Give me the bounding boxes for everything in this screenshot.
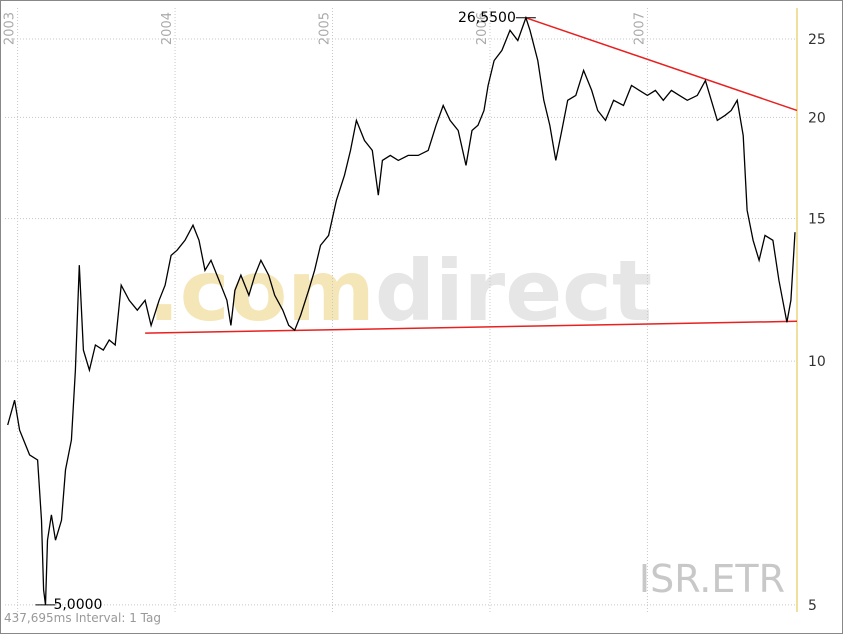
watermark-b: direct [375,242,652,340]
x-tick-label: 2006 [475,12,490,45]
x-tick-label: 2007 [632,12,647,45]
y-tick-label: 15 [808,212,826,228]
y-tick-label: 10 [808,354,826,370]
annotation-label: 5,0000 [53,597,102,613]
trendline [145,320,798,334]
y-tick-label: 25 [808,32,826,48]
trendline [525,17,798,112]
footer: 437,695ms Interval: 1 Tag [4,611,161,625]
x-tick-label: 2005 [318,12,333,45]
watermark: .comdirect [148,242,652,340]
y-tick-label: 5 [808,598,817,614]
y-tick-label: 20 [808,110,826,126]
price-line [7,15,796,605]
symbol: ISR.ETR [639,557,785,601]
x-tick-label: 2003 [3,12,18,45]
annotation-label: 26,5500 [458,10,516,26]
watermark-a: .com [148,242,375,340]
x-tick-label: 2004 [160,12,175,45]
